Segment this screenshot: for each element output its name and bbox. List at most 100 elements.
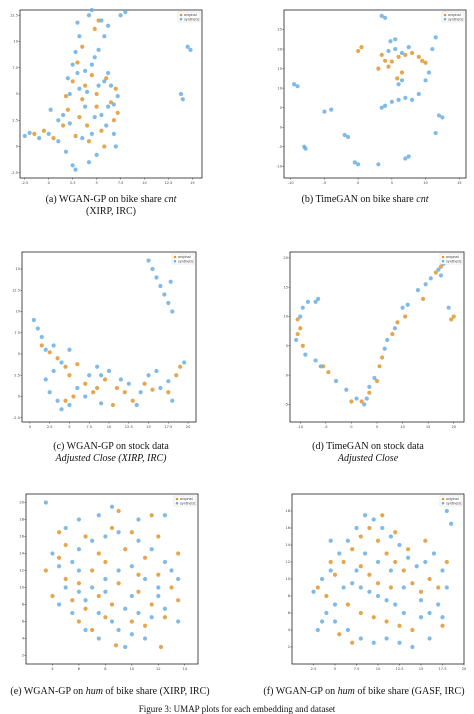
original-point [166, 390, 171, 395]
synthetic-point [96, 636, 101, 641]
original-point [397, 623, 402, 628]
synthetic-point [362, 402, 367, 407]
original-point [326, 370, 331, 375]
synthetic-point [56, 139, 61, 144]
synthetic-point [178, 91, 184, 97]
synthetic-point [180, 97, 185, 102]
synthetic-point [136, 517, 141, 522]
original-point [350, 547, 355, 552]
synthetic-point [84, 89, 90, 94]
synthetic-point [102, 79, 107, 84]
synthetic-point [313, 299, 318, 304]
x-tick-label: 2.5 [70, 181, 76, 185]
synthetic-point [76, 589, 82, 594]
y-tick-label: 14 [285, 543, 290, 547]
synthetic-point [169, 568, 174, 573]
synthetic-point [320, 619, 325, 624]
original-point [337, 632, 342, 637]
synthetic-point [384, 598, 389, 603]
synthetic-point [305, 299, 311, 304]
original-point [399, 70, 405, 75]
synthetic-point [403, 156, 408, 161]
original-point [142, 381, 147, 386]
y-tick-label: 10 [285, 577, 290, 581]
original-point [176, 551, 181, 556]
y-tick-label: 25 [277, 28, 282, 32]
original-point [96, 593, 101, 599]
synthetic-point [116, 530, 121, 535]
synthetic-point [295, 84, 300, 89]
synthetic-point [77, 86, 82, 91]
original-point [393, 559, 398, 565]
synthetic-point [313, 358, 318, 363]
synthetic-point [318, 364, 323, 369]
synthetic-point [76, 547, 82, 552]
synthetic-point [396, 97, 401, 102]
original-point [449, 317, 454, 322]
x-tick-label: 20 [451, 425, 456, 429]
original-point [427, 576, 432, 582]
synthetic-point [356, 162, 361, 167]
legend-label-synthetic: synthetic [184, 17, 200, 21]
caption-c-part-0: (c) WGAN-GP on stock data [53, 441, 169, 452]
synthetic-point [92, 115, 97, 120]
original-point [96, 18, 101, 23]
plot-frame [25, 493, 199, 665]
synthetic-point [90, 585, 95, 590]
x-tick-label: 10 [142, 181, 147, 185]
x-tick-label: 4 [51, 667, 54, 671]
synthetic-point [98, 373, 104, 378]
caption-a: (a) WGAN-GP on bike share cnt (XIRP, IRC… [6, 194, 216, 218]
x-tick-label: 14 [182, 667, 187, 671]
y-tick-label: 2 [288, 645, 290, 649]
caption-e-part-0: (e) WGAN-GP on [10, 686, 86, 697]
original-point [108, 100, 114, 105]
synthetic-point [367, 384, 372, 389]
synthetic-point [400, 305, 405, 310]
original-point [371, 615, 376, 620]
y-tick-label: 4 [288, 628, 291, 632]
original-point [110, 402, 116, 408]
synthetic-point [83, 627, 88, 633]
synthetic-point [292, 82, 297, 87]
original-point [395, 320, 400, 325]
original-point [174, 373, 179, 378]
original-point [142, 555, 148, 560]
synthetic-point [320, 576, 325, 582]
original-point [113, 643, 119, 648]
synthetic-point [170, 309, 175, 314]
synthetic-point [73, 167, 78, 172]
caption-b: (b) TimeGAN on bike share cnt [260, 194, 470, 206]
synthetic-point [372, 375, 377, 381]
caption-e: (e) WGAN-GP on hum of bike share (XIRP, … [0, 686, 220, 698]
synthetic-point [341, 585, 346, 590]
legend-box [171, 253, 195, 265]
synthetic-point [149, 615, 154, 620]
x-tick-label: 15 [146, 425, 151, 429]
synthetic-point [388, 39, 393, 44]
synthetic-point [393, 37, 398, 42]
y-tick-label: 4 [22, 637, 25, 641]
panel-e: 4 6 8 10 12 14 2 4 6 8 10 12 14 16 18 20 original synthet… [12, 490, 202, 676]
synthetic-point [96, 83, 101, 88]
synthetic-point [383, 103, 388, 108]
legend-label-synthetic: synthetic [178, 259, 194, 263]
original-point [113, 86, 118, 91]
synthetic-point [22, 133, 27, 139]
synthetic-point [98, 401, 104, 406]
synthetic-point [397, 542, 402, 548]
original-point [379, 52, 384, 58]
original-point [142, 623, 148, 628]
original-point [71, 394, 76, 399]
synthetic-point [423, 78, 428, 83]
synthetic-point [55, 398, 60, 403]
synthetic-point [154, 275, 159, 280]
y-tick-label: 16 [19, 535, 24, 539]
x-tick-label: 17.5 [438, 667, 446, 671]
original-point [83, 381, 88, 386]
original-point [129, 530, 134, 535]
x-tick-label: 5 [391, 181, 393, 185]
original-point [403, 314, 408, 319]
synthetic-point [444, 585, 449, 590]
y-tick-label: 18 [19, 518, 24, 522]
